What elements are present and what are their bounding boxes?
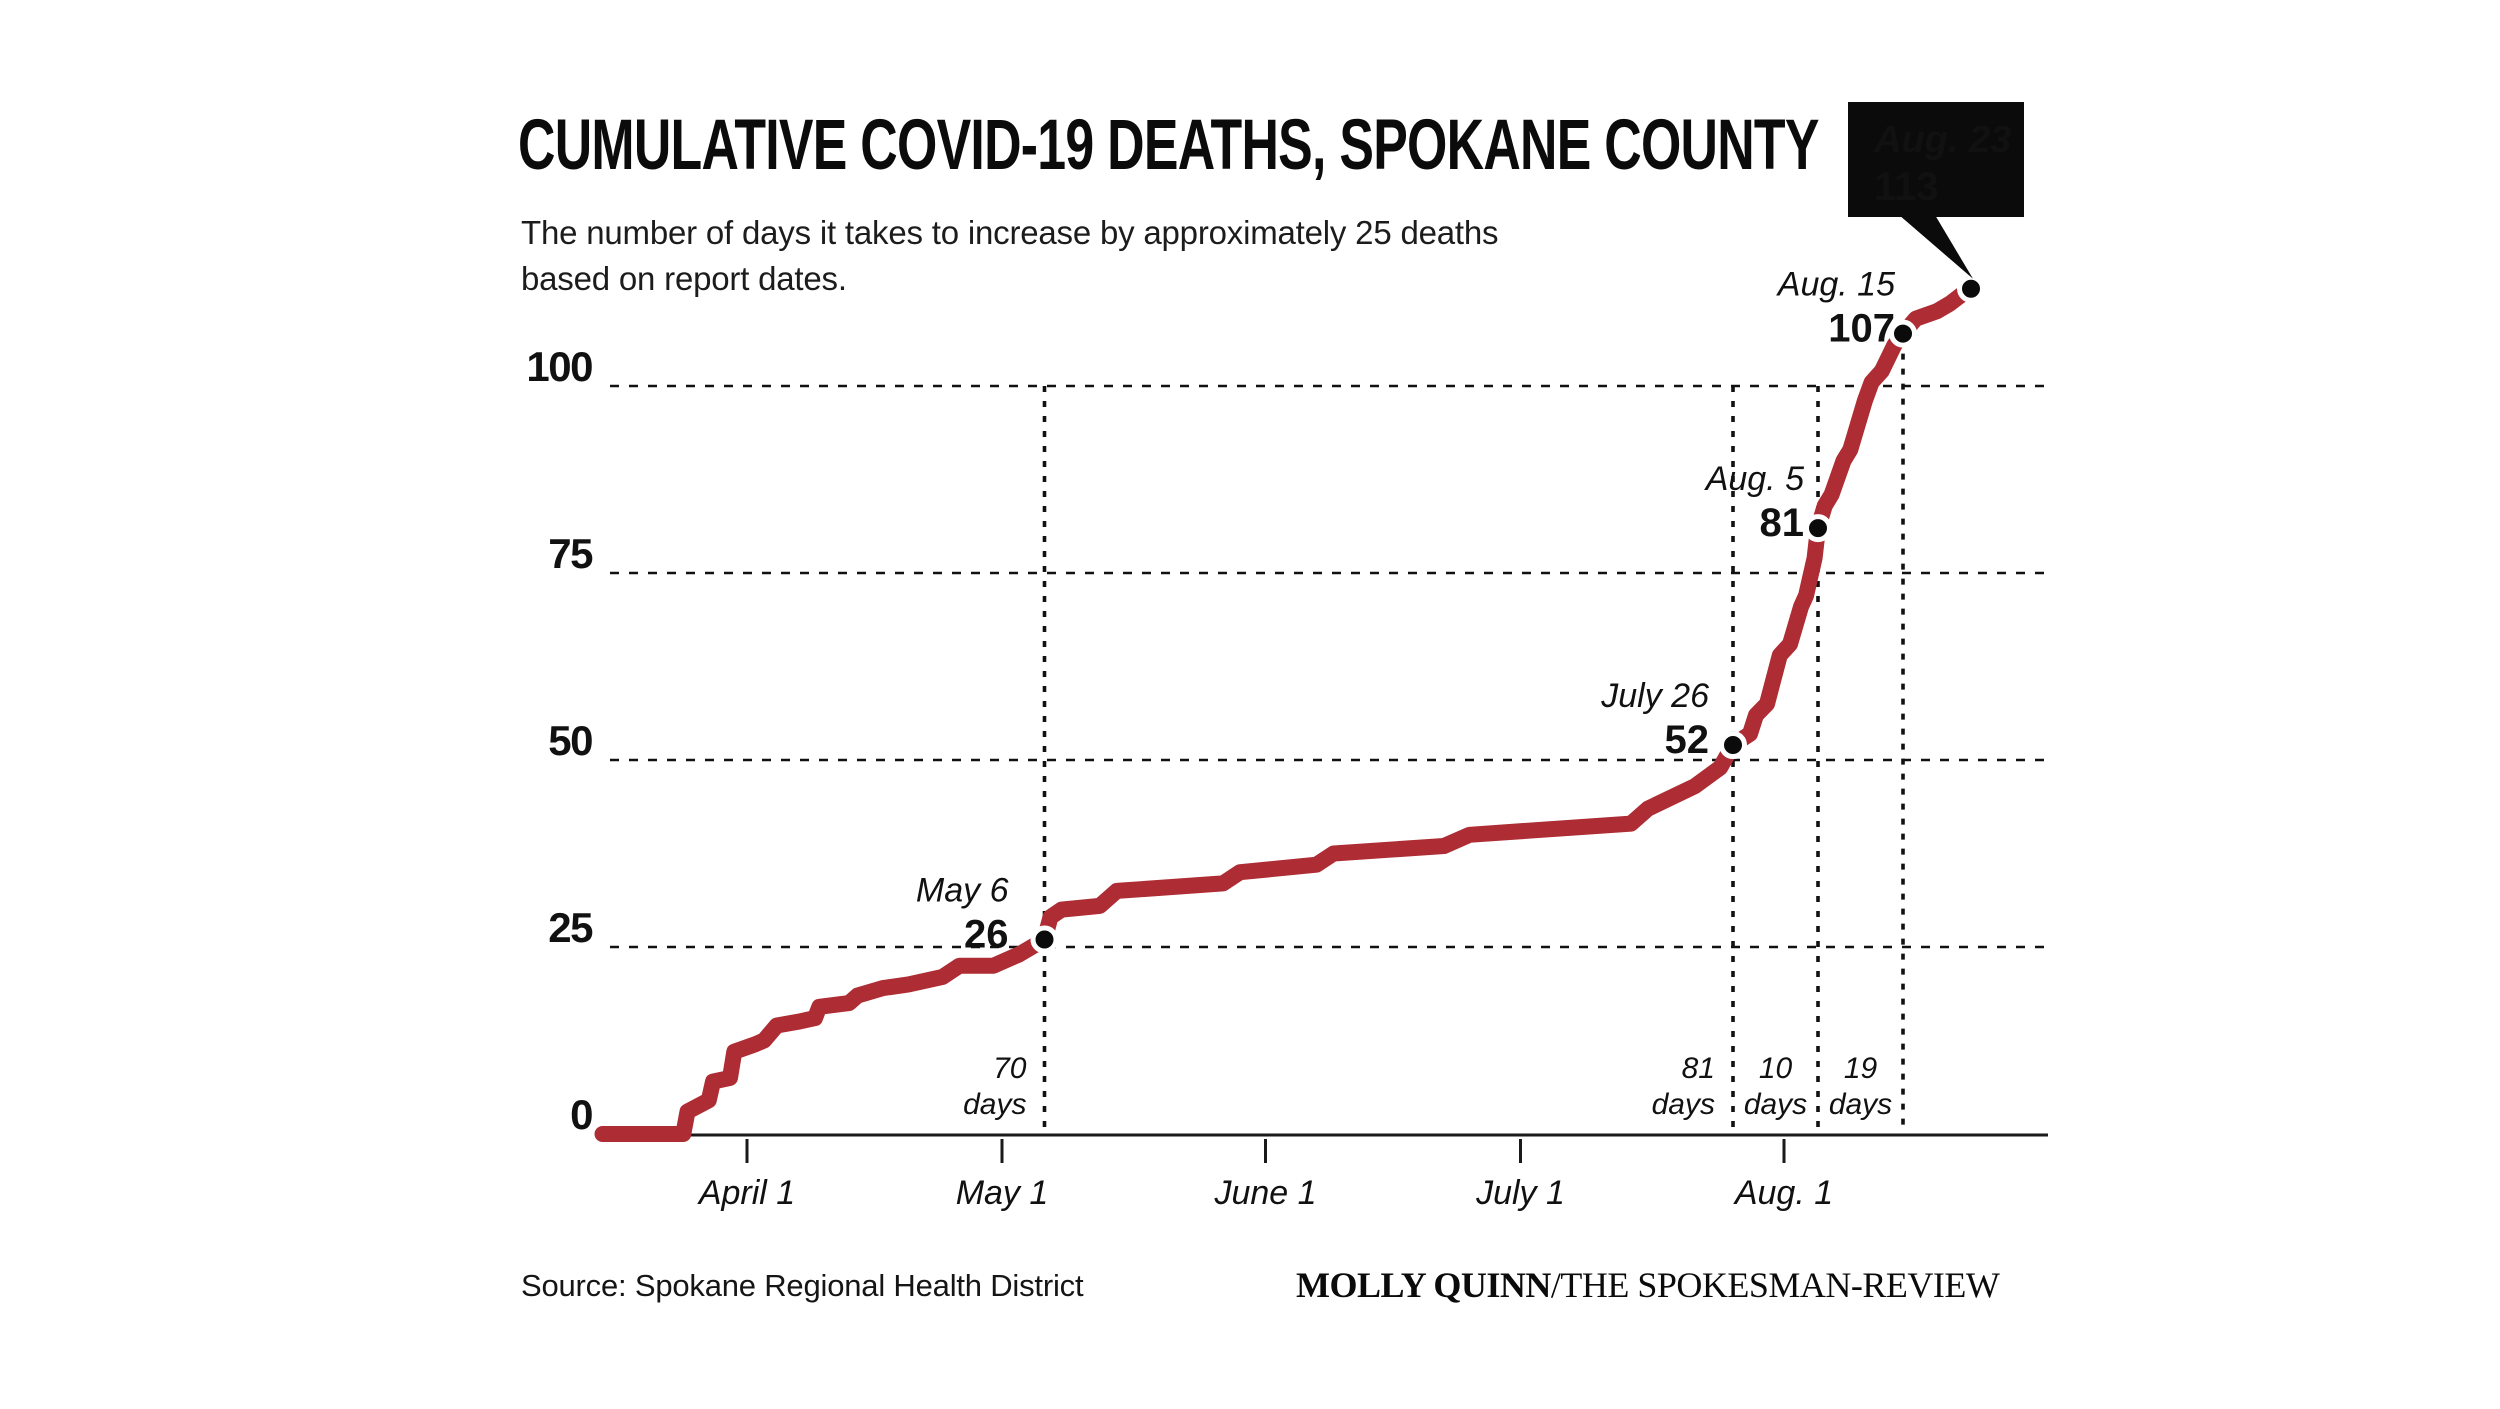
credit-line: MOLLY QUINN/THE SPOKESMAN-REVIEW [1296, 1264, 2000, 1306]
marker-value-1: 52 [1665, 718, 1710, 762]
y-axis-label-100: 100 [526, 343, 592, 390]
callout-date: Aug. 23 [1873, 119, 2011, 161]
series-layer [594, 280, 1979, 1142]
x-tick-label-june-1: June 1 [1213, 1174, 1316, 1212]
interval-label-1-top: 81 [1682, 1052, 1715, 1085]
y-axis-label-50: 50 [548, 717, 592, 764]
credit-publication: /THE SPOKESMAN-REVIEW [1550, 1265, 2000, 1305]
callout-pointer [1899, 215, 1973, 279]
data-point-aug--15 [1889, 319, 1917, 348]
interval-label-1-bottom: days [1652, 1088, 1715, 1121]
marker-date-1: July 26 [1600, 677, 1709, 715]
axis-layer: April 1 May 1 June 1 July 1 Aug. 1 [683, 1133, 2048, 1212]
data-point-final [1957, 274, 1985, 303]
credit-author: MOLLY QUINN [1296, 1265, 1551, 1305]
interval-label-3-bottom: days [1829, 1088, 1892, 1121]
source-note: Source: Spokane Regional Health District [521, 1268, 1084, 1303]
x-tick-label-may-1: May 1 [956, 1174, 1049, 1212]
x-tick-label-aug--1: Aug. 1 [1733, 1174, 1833, 1212]
callout-box [1848, 102, 2024, 217]
x-tick-label-july-1: July 1 [1475, 1174, 1565, 1212]
x-tick-label-april-1: April 1 [697, 1174, 795, 1212]
y-axis-label-25: 25 [548, 904, 593, 951]
page-subtitle-line1: The number of days it takes to increase … [521, 214, 1499, 251]
interval-label-0-top: 70 [993, 1052, 1027, 1085]
marker-date-2: Aug. 5 [1704, 460, 1804, 498]
marker-date-0: May 6 [916, 872, 1009, 910]
page-title: CUMULATIVE COVID-19 DEATHS, SPOKANE COUN… [518, 106, 1819, 185]
interval-label-2-bottom: days [1744, 1088, 1807, 1121]
deaths-line [594, 280, 1979, 1142]
data-point-may-6 [1030, 925, 1059, 954]
callout-value: 113 [1874, 165, 1939, 209]
marker-date-3: Aug. 15 [1776, 266, 1895, 304]
y-axis-label-0: 0 [570, 1091, 592, 1138]
page-subtitle-line2: based on report dates. [521, 260, 847, 298]
marker-value-0: 26 [964, 913, 1009, 957]
y-axis-label-75: 75 [548, 530, 593, 577]
data-point-july-26 [1719, 731, 1747, 760]
interval-label-3-top: 19 [1844, 1052, 1878, 1085]
interval-label-2-top: 10 [1759, 1052, 1793, 1085]
gridlines-layer: 0 25 50 75 100 [526, 343, 2045, 1138]
page-subtitle: The number of days it takes to increase … [521, 210, 1499, 302]
marker-value-3: 107 [1828, 307, 1895, 351]
marker-value-2: 81 [1760, 501, 1805, 545]
data-point-aug--5 [1804, 514, 1832, 543]
interval-label-0-bottom: days [963, 1088, 1026, 1121]
